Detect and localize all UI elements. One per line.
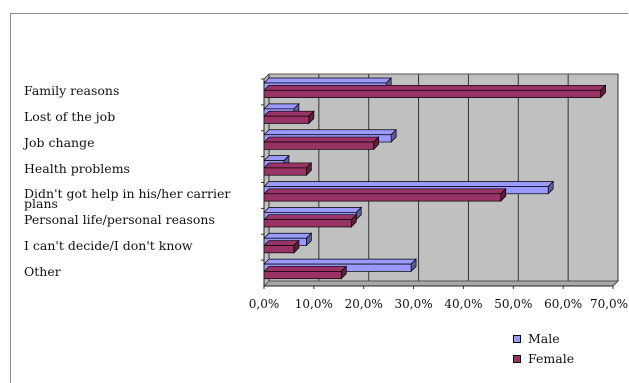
plot-background bbox=[263, 73, 619, 287]
legend-swatch bbox=[513, 334, 521, 343]
chart-plot bbox=[261, 73, 620, 289]
bar-female-0 bbox=[263, 84, 607, 99]
category-label: Job change bbox=[24, 134, 95, 150]
bar-female-2 bbox=[263, 136, 380, 151]
category-label: I can't decide/I don't know bbox=[24, 238, 193, 254]
plot-floor bbox=[262, 280, 620, 287]
x-tick-label: 40,0% bbox=[444, 297, 483, 311]
category-label: Didn't got help in his/her carrier bbox=[24, 185, 231, 201]
bar-female-6 bbox=[263, 239, 300, 254]
legend-label: Male bbox=[528, 331, 560, 346]
bar-female-5 bbox=[263, 213, 358, 228]
legend-item-female: Female bbox=[513, 351, 574, 366]
x-tick-label: 70,0% bbox=[589, 297, 629, 311]
x-tick-label: 60,0% bbox=[544, 297, 583, 311]
category-label: Lost of the job bbox=[24, 108, 116, 124]
x-tick-label: 0,0% bbox=[248, 297, 280, 311]
bar-female-7 bbox=[263, 265, 348, 280]
legend-item-male: Male bbox=[513, 331, 560, 346]
x-tick-label: 30,0% bbox=[394, 297, 433, 311]
bar-female-3 bbox=[263, 162, 313, 177]
bar-female-1 bbox=[263, 110, 315, 125]
bar-female-4 bbox=[263, 187, 507, 202]
category-label: Personal life/personal reasons bbox=[24, 212, 215, 228]
x-tick-label: 50,0% bbox=[494, 297, 533, 311]
chart-frame bbox=[10, 13, 628, 383]
x-tick-label: 20,0% bbox=[344, 297, 383, 311]
category-label: Other bbox=[24, 264, 61, 280]
legend-swatch bbox=[513, 354, 521, 363]
category-label: Family reasons bbox=[24, 83, 120, 98]
category-label: plans bbox=[24, 195, 58, 211]
category-label: Health problems bbox=[24, 160, 130, 176]
x-tick-label: 10,0% bbox=[294, 297, 333, 311]
legend-label: Female bbox=[528, 351, 575, 366]
